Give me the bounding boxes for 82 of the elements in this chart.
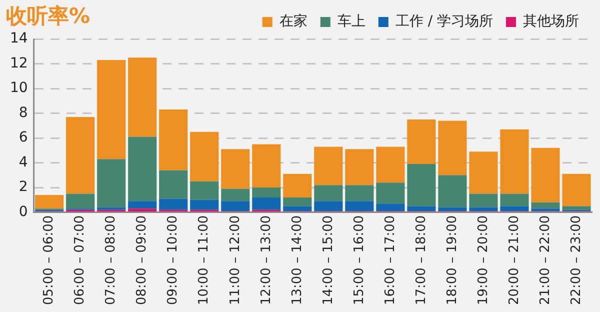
bar [314, 201, 343, 212]
bar [35, 194, 64, 209]
bar [407, 164, 436, 206]
y-tick-label: 8 [18, 104, 28, 121]
x-tick-label: 21:00 – 22:00 [538, 215, 553, 306]
bar [531, 202, 560, 209]
bar [221, 149, 250, 189]
bar [314, 185, 343, 202]
bar [283, 206, 312, 212]
x-tick-label: 16:00 – 17:00 [382, 215, 398, 306]
bar [376, 204, 405, 212]
x-tick-label: 18:00 – 19:00 [444, 215, 460, 306]
bar [66, 194, 95, 209]
x-tick-label: 10:00 – 11:00 [196, 215, 212, 306]
bar [221, 188, 250, 202]
bar [283, 174, 312, 198]
bar [407, 206, 436, 212]
bar [221, 201, 250, 212]
chart-title: 收听率% [6, 3, 90, 30]
x-tick-label: 17:00 – 18:00 [414, 215, 429, 306]
bar [345, 149, 374, 186]
bar [252, 144, 281, 188]
bar [562, 174, 591, 206]
y-tick-label: 0 [18, 204, 28, 220]
x-tick-label: 11:00 – 12:00 [228, 215, 243, 306]
bar [376, 146, 405, 183]
legend-label: 车上 [337, 14, 366, 30]
bar [345, 185, 374, 202]
bar [128, 201, 157, 209]
legend-label: 在家 [279, 14, 308, 30]
bar [66, 116, 95, 194]
bar [345, 201, 374, 212]
x-tick-label: 19:00 – 20:00 [476, 215, 491, 306]
bar [159, 198, 188, 210]
y-tick-label: 6 [18, 130, 28, 146]
bar [252, 188, 281, 198]
bar [190, 132, 219, 182]
x-tick-label: 07:00 – 08:00 [104, 215, 119, 306]
bar [407, 119, 436, 164]
bar [97, 207, 126, 210]
bar [531, 208, 560, 212]
bar [159, 110, 188, 170]
bar [128, 58, 157, 137]
x-tick-label: 13:00 – 14:00 [290, 215, 305, 306]
y-tick-label: 12 [10, 55, 28, 72]
bar [159, 170, 188, 199]
x-tick-label: 15:00 – 16:00 [352, 215, 367, 306]
bar [500, 129, 529, 194]
x-tick-label: 20:00 – 21:00 [506, 215, 522, 306]
bar [469, 207, 498, 212]
bar [500, 194, 529, 206]
y-tick-label: 4 [18, 154, 28, 170]
x-tick-label: 09:00 – 10:00 [166, 215, 181, 306]
x-tick-label: 14:00 – 15:00 [320, 215, 336, 306]
legend-label: 其他场所 [523, 14, 579, 30]
y-tick-label: 10 [10, 80, 28, 96]
bar [438, 175, 467, 208]
bar [469, 152, 498, 194]
legend-label: 工作 / 学习场所 [395, 14, 494, 30]
bar [128, 136, 157, 202]
bar [97, 60, 126, 160]
bar [128, 208, 157, 212]
x-tick-label: 12:00 – 13:00 [258, 215, 274, 306]
y-tick-label: 14 [10, 30, 28, 47]
bar [190, 181, 219, 200]
bar [562, 206, 591, 210]
bar [500, 206, 529, 212]
bar [283, 197, 312, 206]
bar [469, 194, 498, 208]
bar [314, 146, 343, 186]
bar [531, 148, 560, 202]
x-tick-label: 06:00 – 07:00 [72, 215, 88, 306]
x-tick-label: 08:00 – 09:00 [134, 215, 150, 306]
bar [438, 120, 467, 176]
x-tick-label: 22:00 – 23:00 [568, 215, 584, 306]
bar [252, 197, 281, 210]
bar [190, 200, 219, 210]
y-tick-label: 2 [18, 179, 28, 196]
bar [438, 207, 467, 212]
x-tick-label: 05:00 – 06:00 [42, 215, 57, 306]
bar [376, 182, 405, 204]
bar [97, 159, 126, 208]
